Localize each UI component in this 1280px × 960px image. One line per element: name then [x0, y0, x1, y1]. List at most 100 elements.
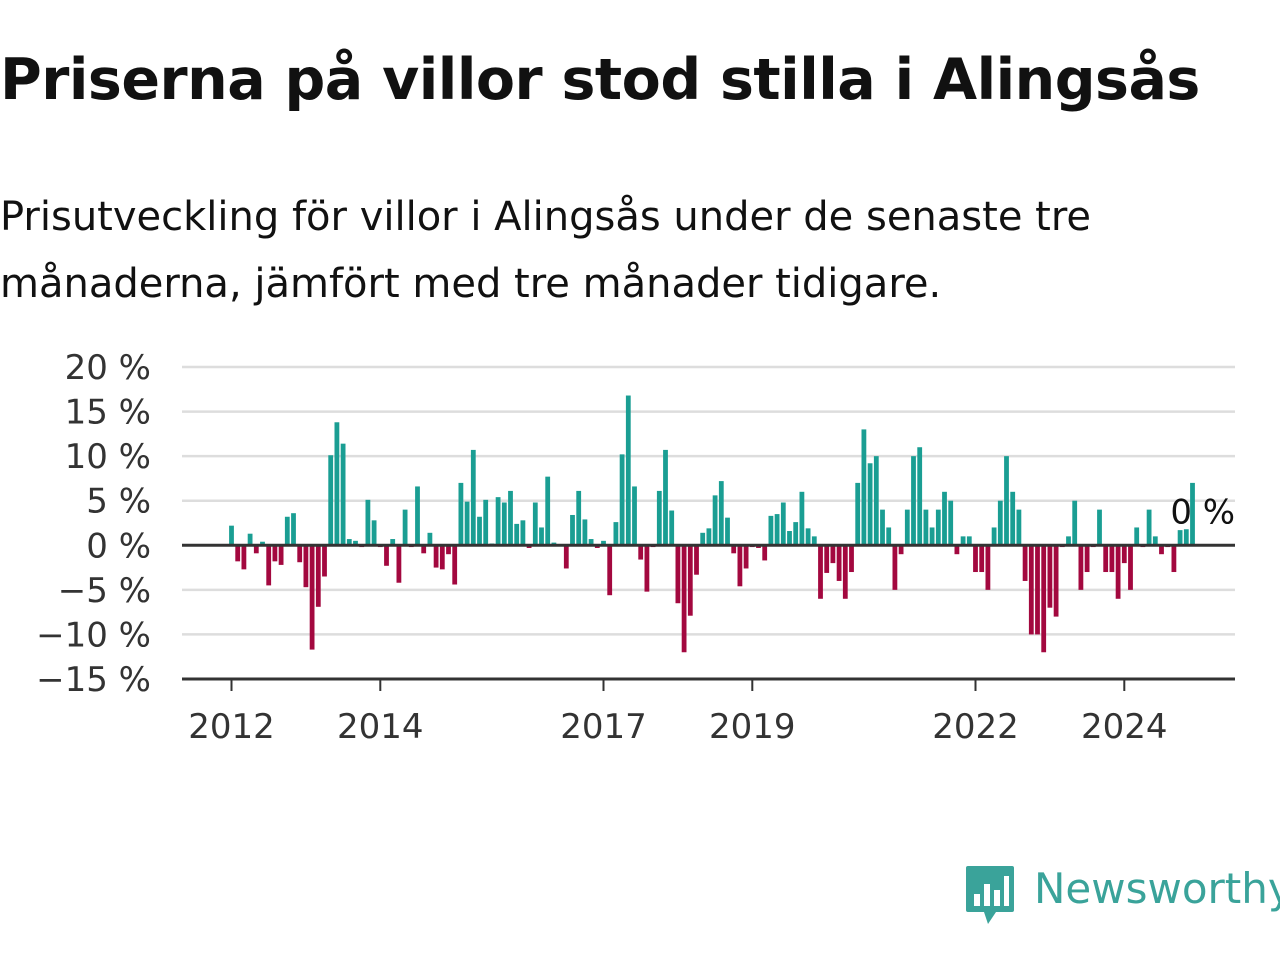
bar [917, 447, 923, 546]
bar [1078, 545, 1084, 590]
bar [266, 545, 272, 586]
y-tick-label: 20 % [65, 348, 151, 388]
y-axis-tick-labels: 20 % 15 %10 % 5 %0 % −5 %−10 % −15 % [36, 348, 151, 700]
bar [1028, 545, 1034, 635]
bar [1016, 509, 1022, 546]
bar [619, 454, 625, 546]
bar [334, 422, 340, 546]
bar [929, 527, 935, 546]
bar [390, 539, 396, 546]
y-tick-label: 10 % [65, 437, 151, 477]
bar [1022, 545, 1028, 581]
bar [948, 500, 954, 546]
bar [483, 499, 489, 546]
bar [458, 482, 464, 546]
newsworthy-chart-bubble-icon [966, 866, 1014, 924]
bar [935, 509, 941, 546]
bar [768, 515, 774, 546]
chart-title: Priserna på villor stod stilla i Alingså… [0, 47, 1200, 113]
bar [402, 509, 408, 546]
brand-name: Newsworthy [1034, 864, 1280, 913]
bar [452, 545, 458, 585]
bar [1066, 536, 1071, 546]
bar [911, 456, 916, 546]
bar [824, 545, 830, 573]
bar [712, 495, 718, 546]
y-tick-label: −15 % [36, 660, 151, 700]
bar [284, 516, 290, 546]
bar [985, 545, 991, 590]
bar [588, 539, 594, 546]
bar [923, 509, 929, 546]
grid-lines [182, 365, 1235, 636]
axes [182, 543, 1235, 681]
bar [1152, 536, 1158, 546]
bar [247, 533, 253, 546]
bar [309, 545, 315, 650]
bar [272, 545, 278, 562]
bar [979, 545, 985, 573]
y-tick-label: 15 % [65, 393, 151, 433]
bar [582, 519, 588, 546]
bar [1084, 545, 1090, 573]
bar [687, 545, 693, 616]
bar [508, 490, 513, 546]
bar [997, 500, 1003, 546]
bar [892, 545, 898, 590]
bar [353, 540, 358, 546]
bar [1128, 545, 1133, 590]
bar [241, 545, 247, 570]
bar [477, 516, 482, 546]
bar [396, 545, 402, 583]
bars [229, 395, 1195, 653]
bar [439, 545, 445, 570]
bar [291, 513, 296, 546]
bar [1097, 509, 1102, 546]
bar [384, 545, 389, 566]
bar [681, 545, 687, 653]
x-tick-label: 2017 [560, 707, 647, 747]
bar [253, 545, 259, 554]
bar [644, 545, 650, 592]
bar [539, 527, 544, 546]
bar [235, 545, 241, 562]
bar [427, 532, 433, 546]
bar [1047, 545, 1053, 608]
bar [1035, 545, 1040, 635]
bar [1115, 545, 1121, 599]
bar [303, 545, 309, 588]
bar [346, 539, 352, 546]
bar [563, 545, 569, 569]
bar [855, 482, 861, 546]
bar [278, 545, 284, 565]
bar [861, 429, 867, 546]
bar [1121, 545, 1127, 564]
bar [830, 545, 836, 564]
y-tick-label: −10 % [36, 615, 151, 655]
bar [731, 545, 737, 554]
bar [675, 545, 681, 604]
bar [532, 502, 538, 546]
bar [706, 528, 712, 546]
bar [774, 514, 780, 546]
bar [470, 449, 476, 546]
bar [260, 541, 265, 546]
bar [867, 463, 873, 546]
bar [873, 456, 879, 546]
bar [787, 531, 792, 546]
bar [1177, 530, 1183, 546]
x-tick-label: 2012 [188, 707, 275, 747]
bar [966, 536, 972, 546]
bar [793, 522, 799, 546]
bar [601, 540, 606, 546]
bar [898, 545, 904, 555]
bar [663, 449, 668, 546]
bar [607, 545, 613, 596]
bar [1103, 545, 1109, 573]
bar [613, 522, 619, 546]
bar [1053, 545, 1059, 617]
bar [904, 509, 910, 546]
bar [842, 545, 848, 599]
bar [1109, 545, 1115, 573]
